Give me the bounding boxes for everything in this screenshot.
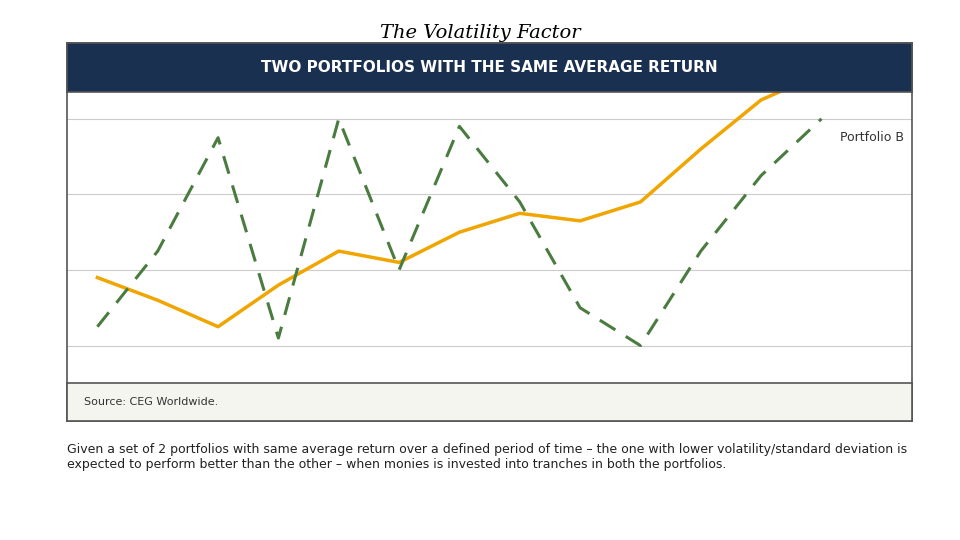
Text: Source: CEG Worldwide.: Source: CEG Worldwide. (84, 397, 218, 407)
Text: TWO PORTFOLIOS WITH THE SAME AVERAGE RETURN: TWO PORTFOLIOS WITH THE SAME AVERAGE RET… (261, 60, 718, 75)
Text: Given a set of 2 portfolios with same average return over a defined period of ti: Given a set of 2 portfolios with same av… (67, 443, 907, 471)
Text: The Volatility Factor: The Volatility Factor (380, 24, 580, 42)
Text: Portfolio B: Portfolio B (840, 131, 903, 144)
Text: Portfolio A: Portfolio A (840, 61, 903, 75)
